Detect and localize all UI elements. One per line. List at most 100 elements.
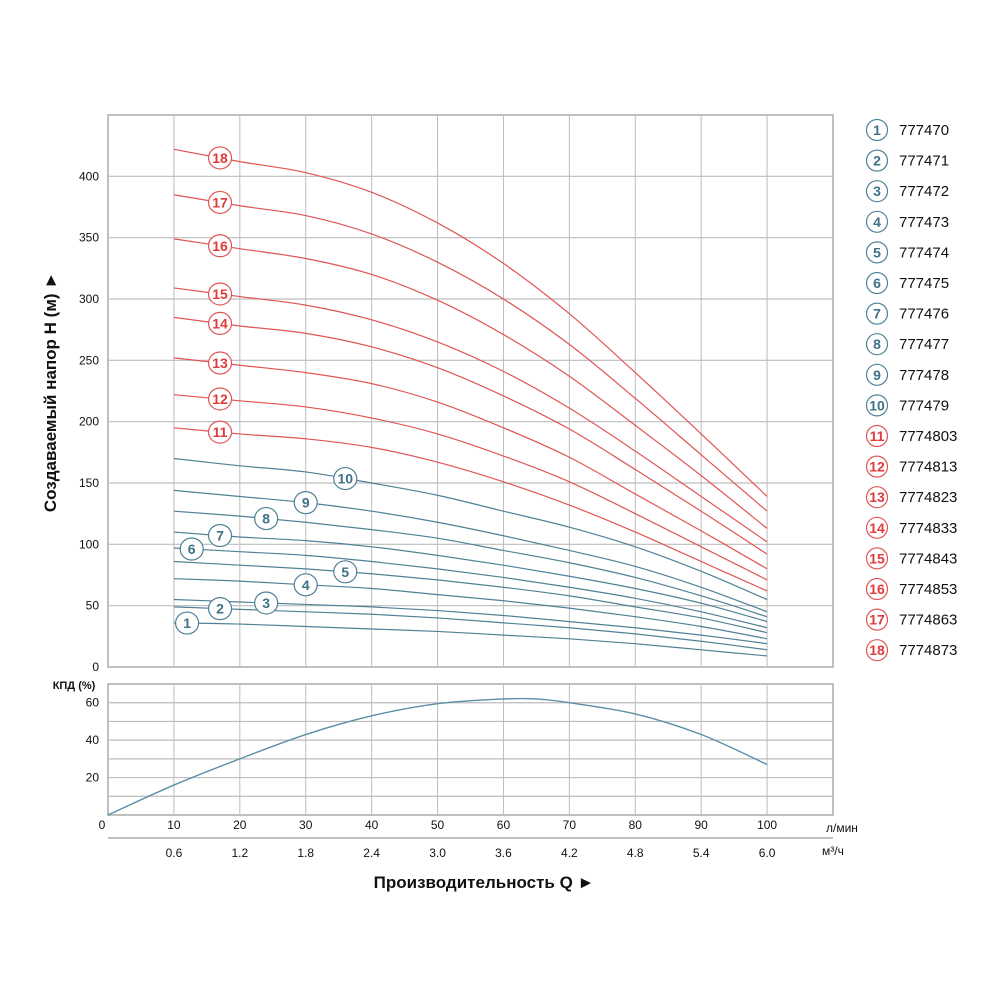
y-tick-label: 200 [79,415,99,429]
x-tick-label: 70 [563,818,577,832]
legend-marker-number: 8 [873,336,881,352]
legend-item-18: 18 7774873 [865,639,957,662]
curve-label-circle [207,420,233,444]
curve-label-circle [174,611,200,635]
head-curve-13 [173,357,768,570]
curve-label-circle [207,190,233,215]
curve-label-number: 9 [302,495,310,511]
x-tick-label-secondary: 5.4 [693,846,710,860]
curve-label-circle [333,466,358,491]
curve-label-16: 16 [207,234,233,258]
head-curve-11 [173,427,768,592]
efficiency-y-tick-label: 60 [86,696,100,710]
legend-marker [865,241,889,264]
curve-label-circle [207,597,233,621]
curve-label-circle [333,560,358,584]
curve-label-number: 11 [213,424,228,440]
legend-marker [865,180,889,203]
head-curve-12 [173,394,768,581]
legend-model-label: 777476 [899,306,949,323]
curve-label-number: 2 [216,601,224,617]
curve-label-6: 6 [179,537,204,561]
curve-label-number: 18 [212,150,228,166]
x-axis-title: Производительность Q ► [374,873,595,892]
legend-item-9: 9 777478 [865,363,949,386]
legend-model-label: 777470 [899,122,949,139]
y-tick-label: 0 [92,660,99,674]
legend-marker [865,516,889,539]
legend-marker-number: 11 [870,428,885,444]
legend-item-16: 16 7774853 [865,577,957,601]
legend-model-label: 7774863 [899,612,957,629]
legend-marker [865,577,889,601]
legend-item-2: 2 777471 [865,149,949,172]
curve-label-18: 18 [207,146,233,170]
curve-label-7: 7 [207,523,233,548]
curve-label-14: 14 [207,311,233,336]
curve-label-number: 13 [212,355,228,371]
legend-marker-number: 17 [869,612,885,628]
curve-label-number: 4 [302,577,310,593]
legend-item-1: 1 777470 [865,118,949,142]
legend: 1 777470 2 777471 3 777472 4 777473 5 777474 6 7774… [865,118,957,662]
x-tick-label: 40 [365,818,379,832]
curve-label-3: 3 [254,591,279,615]
x-tick-label: 90 [695,818,709,832]
x-tick-label: 50 [431,818,445,832]
efficiency-y-tick-label: 40 [86,733,100,747]
legend-marker-number: 6 [873,275,881,291]
x-tick-label: 100 [757,818,777,832]
legend-item-6: 6 777475 [865,271,949,295]
x-tick-label-secondary: 2.4 [363,846,380,860]
legend-marker-number: 10 [869,397,885,413]
legend-model-label: 7774873 [899,642,957,659]
curve-label-12: 12 [207,387,233,411]
legend-item-15: 15 7774843 [865,547,957,570]
legend-marker [865,455,889,478]
legend-item-5: 5 777474 [865,241,949,264]
legend-model-label: 777473 [899,214,949,231]
legend-marker [865,547,889,570]
legend-model-label: 777472 [899,183,949,200]
curve-label-number: 12 [212,391,228,407]
x-tick-label-secondary: 0.6 [166,846,183,860]
curve-label-4: 4 [293,573,318,597]
curve-label-circle [179,537,204,561]
curve-label-circle [207,523,233,548]
efficiency-y-tick-label: 20 [86,771,100,785]
legend-marker [865,302,889,325]
legend-marker-number: 2 [873,153,881,169]
legend-marker [865,271,889,295]
legend-model-label: 7774843 [899,550,957,567]
curve-label-15: 15 [207,282,233,306]
curve-label-number: 16 [212,238,228,254]
legend-marker-number: 7 [873,306,881,322]
head-curve-5 [173,560,768,634]
head-curve-1 [173,622,768,657]
legend-model-label: 7774813 [899,459,957,476]
y-axis-title: Создаваемый напор H (м) ► [41,272,60,512]
x-tick-label: 20 [233,818,247,832]
x-unit-secondary: м³/ч [822,844,844,858]
legend-marker-number: 5 [873,244,881,260]
curve-label-number: 15 [212,286,228,302]
x-tick-label-secondary: 1.2 [231,846,248,860]
curve-label-circle [293,573,318,597]
head-curve-14 [173,316,768,555]
y-tick-label: 300 [79,292,99,306]
curve-label-8: 8 [254,506,279,531]
efficiency-plot-frame [107,683,834,816]
curve-label-17: 17 [207,190,233,215]
curve-label-circle [207,311,233,336]
curve-label-5: 5 [333,560,358,584]
legend-item-11: 11 7774803 [865,424,957,448]
curve-label-number: 6 [188,541,196,557]
curve-label-1: 1 [174,611,200,635]
legend-model-label: 777474 [899,244,949,261]
legend-item-17: 17 7774863 [865,608,957,631]
legend-marker [865,424,889,448]
legend-marker-number: 15 [869,550,885,566]
head-curve-18 [173,148,768,497]
